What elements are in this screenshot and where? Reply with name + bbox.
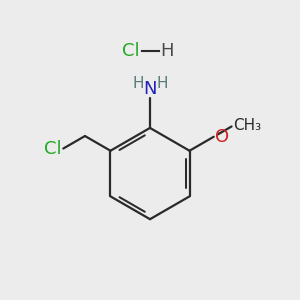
Text: Cl: Cl <box>44 140 62 158</box>
Text: Cl: Cl <box>122 42 140 60</box>
Text: H: H <box>156 76 167 91</box>
Text: H: H <box>160 42 174 60</box>
Text: H: H <box>133 76 144 91</box>
Text: CH₃: CH₃ <box>233 118 261 134</box>
Text: O: O <box>215 128 229 146</box>
Text: N: N <box>143 80 157 98</box>
